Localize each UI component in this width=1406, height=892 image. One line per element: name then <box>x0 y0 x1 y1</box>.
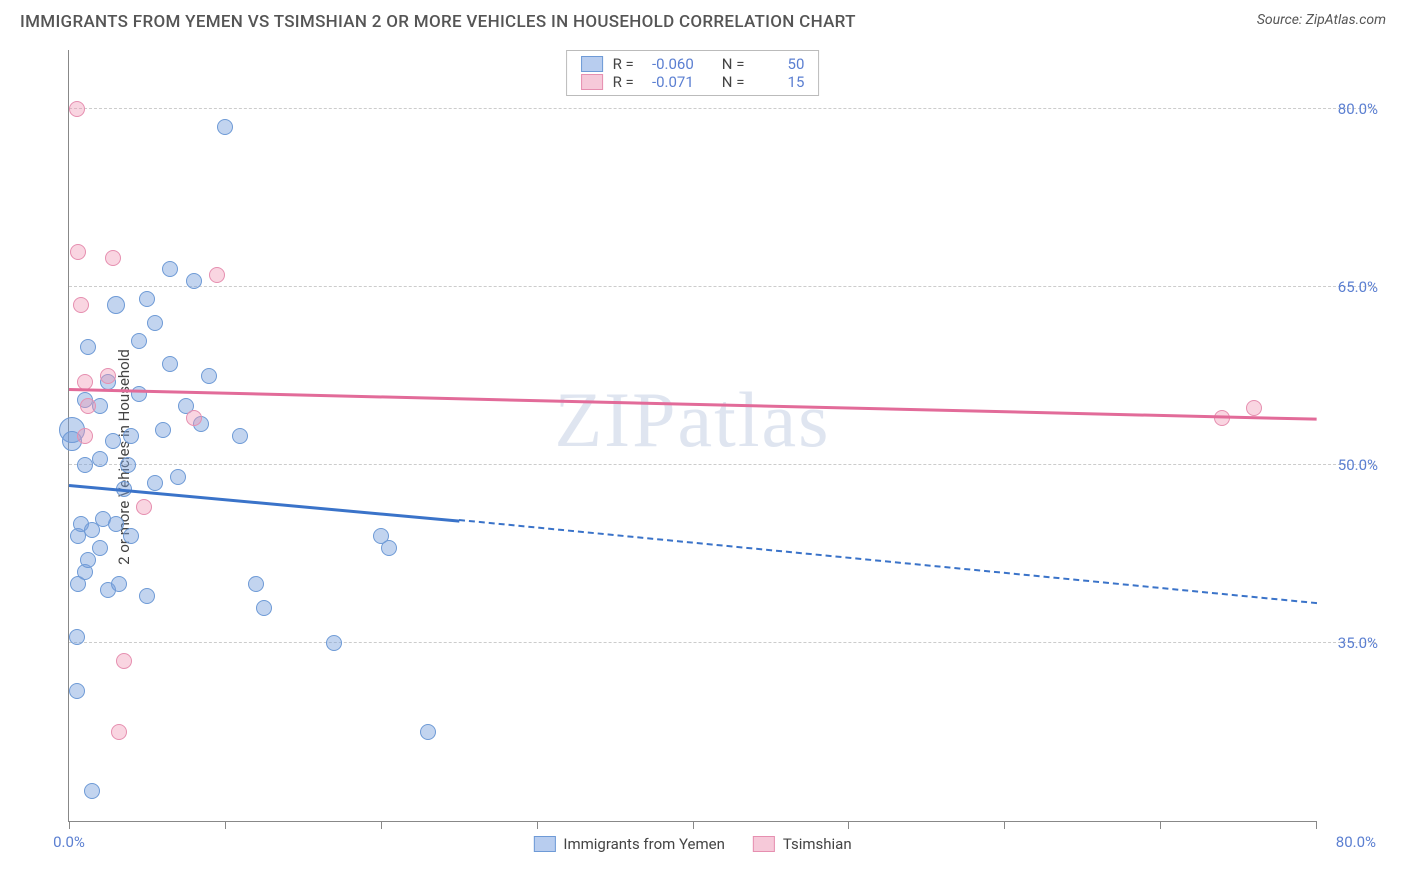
legend-item-2: Tsimshian <box>753 835 852 853</box>
xtick <box>693 821 694 829</box>
xtick <box>69 821 70 829</box>
scatter-point <box>136 499 152 515</box>
scatter-point <box>77 457 93 473</box>
scatter-point <box>1246 400 1262 416</box>
scatter-point <box>131 333 147 349</box>
scatter-point <box>111 724 127 740</box>
gridline <box>69 286 1376 287</box>
scatter-point <box>170 469 186 485</box>
scatter-point <box>116 653 132 669</box>
legend-swatch-1b <box>533 836 555 852</box>
scatter-point <box>248 576 264 592</box>
scatter-point <box>108 516 124 532</box>
scatter-point <box>209 267 225 283</box>
gridline <box>69 464 1376 465</box>
chart-container: 2 or more Vehicles in Household ZIPatlas… <box>20 42 1386 872</box>
ytick-label: 80.0% <box>1338 100 1378 118</box>
scatter-point <box>69 629 85 645</box>
scatter-point <box>217 119 233 135</box>
scatter-point <box>92 540 108 556</box>
legend-swatch-1 <box>581 56 603 72</box>
ytick-label: 65.0% <box>1338 278 1378 296</box>
r-value-1: -0.060 <box>644 55 694 73</box>
gridline <box>69 108 1376 109</box>
legend-series: Immigrants from Yemen Tsimshian <box>533 835 851 853</box>
xtick <box>1004 821 1005 829</box>
scatter-point <box>107 296 125 314</box>
plot-area: ZIPatlas R = -0.060 N = 50 R = -0.071 N … <box>68 50 1316 822</box>
scatter-point <box>80 552 96 568</box>
xtick-label: 80.0% <box>1336 833 1376 851</box>
scatter-point <box>147 475 163 491</box>
scatter-point <box>77 428 93 444</box>
scatter-point <box>84 783 100 799</box>
trend-line <box>69 388 1317 420</box>
scatter-point <box>162 261 178 277</box>
scatter-point <box>111 576 127 592</box>
scatter-point <box>92 451 108 467</box>
xtick <box>1160 821 1161 829</box>
chart-title: IMMIGRANTS FROM YEMEN VS TSIMSHIAN 2 OR … <box>20 12 856 32</box>
scatter-point <box>256 600 272 616</box>
scatter-point <box>147 315 163 331</box>
scatter-point <box>123 428 139 444</box>
xtick <box>381 821 382 829</box>
gridline <box>69 642 1376 643</box>
r-value-2: -0.071 <box>644 73 694 91</box>
scatter-point <box>155 422 171 438</box>
scatter-point <box>70 244 86 260</box>
scatter-point <box>162 356 178 372</box>
scatter-point <box>139 588 155 604</box>
n-value-2: 15 <box>754 73 804 91</box>
scatter-point <box>105 433 121 449</box>
scatter-point <box>100 368 116 384</box>
trend-line <box>69 484 459 522</box>
legend-row-series-2: R = -0.071 N = 15 <box>581 73 805 91</box>
n-value-1: 50 <box>754 55 804 73</box>
scatter-point <box>381 540 397 556</box>
scatter-point <box>120 457 136 473</box>
ytick-label: 50.0% <box>1338 456 1378 474</box>
scatter-point <box>420 724 436 740</box>
trend-line-extrapolated <box>459 519 1317 604</box>
scatter-point <box>232 428 248 444</box>
scatter-point <box>80 398 96 414</box>
legend-item-1: Immigrants from Yemen <box>533 835 725 853</box>
scatter-point <box>80 339 96 355</box>
scatter-point <box>201 368 217 384</box>
legend-correlation: R = -0.060 N = 50 R = -0.071 N = 15 <box>566 50 820 96</box>
scatter-point <box>105 250 121 266</box>
xtick <box>537 821 538 829</box>
scatter-point <box>123 528 139 544</box>
scatter-point <box>69 683 85 699</box>
scatter-point <box>186 273 202 289</box>
scatter-point <box>73 297 89 313</box>
legend-row-series-1: R = -0.060 N = 50 <box>581 55 805 73</box>
xtick <box>1316 821 1317 829</box>
xtick <box>225 821 226 829</box>
scatter-point <box>131 386 147 402</box>
watermark: ZIPatlas <box>555 375 831 465</box>
xtick <box>848 821 849 829</box>
scatter-point <box>139 291 155 307</box>
scatter-point <box>186 410 202 426</box>
xtick-label: 0.0% <box>53 833 85 851</box>
legend-swatch-2b <box>753 836 775 852</box>
legend-swatch-2 <box>581 74 603 90</box>
scatter-point <box>69 101 85 117</box>
scatter-point <box>326 635 342 651</box>
ytick-label: 35.0% <box>1338 634 1378 652</box>
source-label: Source: ZipAtlas.com <box>1257 12 1386 28</box>
